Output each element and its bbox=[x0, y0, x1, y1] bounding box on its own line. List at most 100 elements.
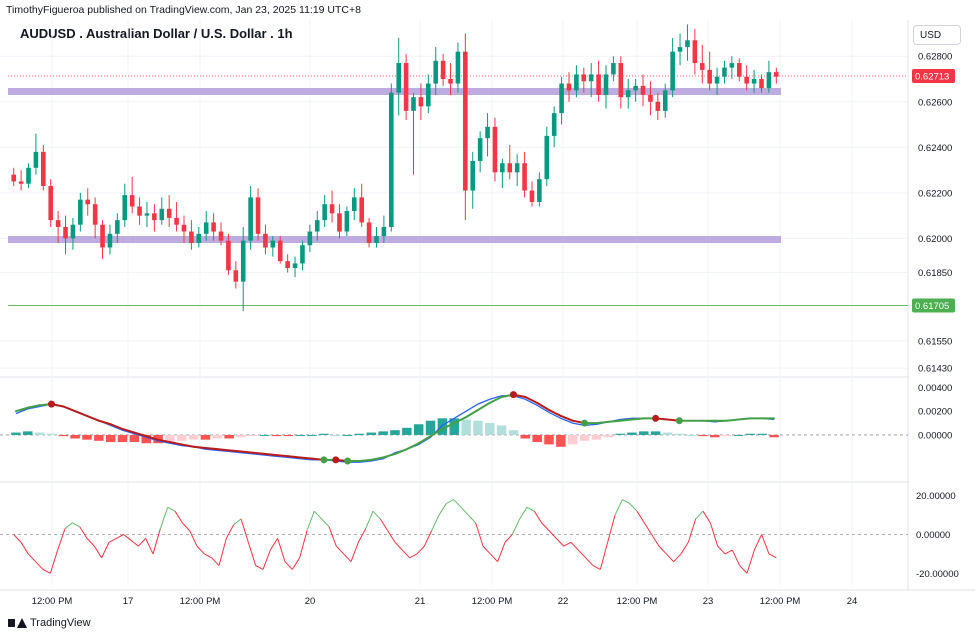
oscillator-segment bbox=[189, 530, 198, 547]
macd-histogram-bar bbox=[721, 434, 732, 437]
price-tick-label: 0.61430 bbox=[918, 364, 952, 375]
oscillator-segment bbox=[269, 538, 279, 551]
candle-body bbox=[566, 83, 572, 91]
candle-body bbox=[389, 92, 394, 227]
macd-histogram-bar bbox=[283, 434, 294, 437]
oscillator-segment bbox=[746, 549, 755, 574]
macd-histogram-bar bbox=[212, 434, 223, 439]
macd-histogram-bar bbox=[342, 434, 353, 436]
macd-histogram-bar bbox=[437, 418, 448, 435]
macd-tick-label: 0.00400 bbox=[918, 383, 952, 394]
macd-histogram-bar bbox=[627, 432, 637, 435]
candle-body bbox=[285, 261, 290, 268]
candle-body bbox=[633, 85, 638, 91]
candle-body bbox=[463, 51, 468, 191]
candle-body bbox=[314, 220, 320, 232]
oscillator-segment bbox=[511, 518, 521, 535]
candle-body bbox=[625, 90, 631, 98]
oscillator-segment bbox=[401, 549, 411, 559]
oscillator-segment bbox=[651, 534, 660, 547]
macd-histogram-bar bbox=[508, 430, 519, 435]
footer-brand: TradingView bbox=[30, 617, 91, 629]
macd-cross-dot bbox=[332, 456, 340, 464]
macd-signal-segment bbox=[74, 410, 88, 417]
macd-signal-segment bbox=[394, 448, 408, 455]
macd-histogram-bar bbox=[603, 434, 613, 438]
macd-histogram-bar bbox=[366, 432, 377, 435]
macd-signal-segment bbox=[453, 416, 468, 425]
macd-histogram-bar bbox=[425, 420, 436, 435]
oscillator-segment bbox=[753, 534, 763, 551]
macd-signal-segment bbox=[287, 455, 302, 459]
macd-histogram-bar bbox=[354, 433, 365, 435]
oscillator-segment bbox=[218, 538, 227, 566]
macd-signal-segment bbox=[97, 419, 112, 426]
tradingview-logo-icon bbox=[8, 617, 27, 629]
price-tick-label: 0.62200 bbox=[918, 188, 952, 199]
oscillator-segment bbox=[379, 518, 389, 531]
macd-histogram-bar bbox=[461, 419, 471, 435]
macd-signal-segment bbox=[180, 443, 195, 448]
oscillator-segment bbox=[225, 524, 235, 539]
oscillator-segment bbox=[137, 538, 147, 547]
macd-histogram-bar bbox=[745, 433, 756, 435]
macd-histogram-bar bbox=[224, 434, 234, 439]
oscillator-segment bbox=[467, 514, 477, 524]
oscillator-segment bbox=[409, 553, 418, 559]
candle-body bbox=[500, 163, 505, 173]
time-tick-label: 23 bbox=[703, 596, 714, 607]
macd-signal-segment bbox=[168, 441, 183, 446]
macd-histogram-bar bbox=[449, 418, 459, 435]
candle-body bbox=[744, 76, 749, 84]
macd-cross-dot bbox=[47, 400, 55, 408]
macd-histogram-bar bbox=[200, 434, 211, 440]
tradingview-logo: TradingView bbox=[8, 617, 91, 629]
candle-body bbox=[159, 208, 165, 221]
macd-histogram-bar bbox=[485, 423, 495, 435]
macd-histogram-bar bbox=[686, 434, 696, 436]
macd-signal-segment bbox=[14, 406, 29, 413]
macd-signal-segment bbox=[595, 420, 610, 425]
oscillator-segment bbox=[673, 553, 682, 563]
candle-body bbox=[544, 135, 550, 180]
oscillator-segment bbox=[636, 510, 645, 524]
candle-body bbox=[122, 195, 128, 221]
candle-body bbox=[507, 163, 513, 173]
macd-histogram-bar bbox=[236, 434, 246, 438]
oscillator-segment bbox=[724, 549, 733, 555]
oscillator-segment bbox=[577, 549, 587, 559]
macd-cross-dot bbox=[320, 456, 328, 464]
candle-body bbox=[559, 83, 564, 114]
macd-signal-segment bbox=[157, 438, 171, 444]
oscillator-segment bbox=[555, 538, 565, 547]
candle-body bbox=[522, 163, 527, 191]
chart-area[interactable]: 0.62800 0.62600 0.62400 0.62200 0.62000 0.618… bbox=[0, 20, 975, 610]
oscillator-segment bbox=[416, 545, 425, 555]
oscillator-tick-label: -20.00000 bbox=[916, 569, 959, 580]
price-tick-label: 0.62000 bbox=[918, 234, 952, 245]
oscillator-segment bbox=[768, 553, 777, 559]
candle-body bbox=[255, 197, 261, 234]
macd-signal-segment bbox=[358, 458, 373, 463]
oscillator-segment bbox=[687, 518, 697, 543]
candle-body bbox=[240, 240, 246, 282]
currency-button[interactable]: USD bbox=[913, 25, 961, 45]
oscillator-segment bbox=[72, 522, 80, 528]
candle-body bbox=[514, 163, 520, 173]
oscillator-segment bbox=[35, 561, 44, 570]
support-zone bbox=[8, 88, 781, 96]
macd-signal-segment bbox=[488, 395, 503, 404]
macd-signal-segment bbox=[370, 456, 385, 461]
macd-signal-segment bbox=[192, 445, 207, 449]
candle-body bbox=[329, 204, 335, 214]
candle-body bbox=[277, 240, 283, 262]
oscillator-segment bbox=[482, 545, 491, 555]
macd-cross-dot bbox=[675, 417, 683, 425]
oscillator-segment bbox=[629, 503, 638, 512]
candle-body bbox=[662, 90, 668, 111]
macd-signal-segment bbox=[109, 423, 124, 430]
oscillator-segment bbox=[357, 528, 367, 543]
macd-signal-segment bbox=[263, 452, 278, 457]
macd-histogram-bar bbox=[556, 434, 566, 447]
time-tick-label: 12:00 PM bbox=[180, 596, 221, 607]
